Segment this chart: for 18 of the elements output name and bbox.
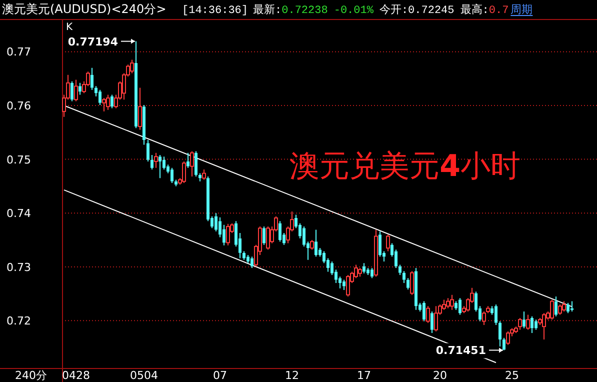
y-tick-label: 0.77 bbox=[6, 46, 31, 59]
x-tick-label: 0504 bbox=[130, 369, 158, 382]
x-tick-label: 12 bbox=[285, 369, 299, 382]
x-axis-title: 240分 bbox=[15, 369, 47, 382]
annotation: K bbox=[66, 22, 73, 33]
x-tick-label: 25 bbox=[505, 369, 519, 382]
y-tick-label: 0.76 bbox=[6, 100, 31, 113]
text: 澳元兑美元4小时 bbox=[290, 149, 520, 184]
x-tick-label: 07 bbox=[213, 369, 227, 382]
annotation: 0.77194 bbox=[68, 35, 118, 48]
y-tick-label: 0.72 bbox=[6, 314, 31, 328]
chart-title: 澳元美元(AUDUSD)<240分> bbox=[2, 2, 166, 16]
x-tick-label: 17 bbox=[357, 369, 371, 382]
y-tick-label: 0.74 bbox=[6, 207, 31, 220]
annotation: 0.71451 bbox=[436, 344, 486, 358]
y-tick-label: 0.75 bbox=[6, 153, 31, 166]
x-tick-label: 20 bbox=[433, 369, 447, 382]
y-tick-label: 0.73 bbox=[6, 260, 31, 274]
